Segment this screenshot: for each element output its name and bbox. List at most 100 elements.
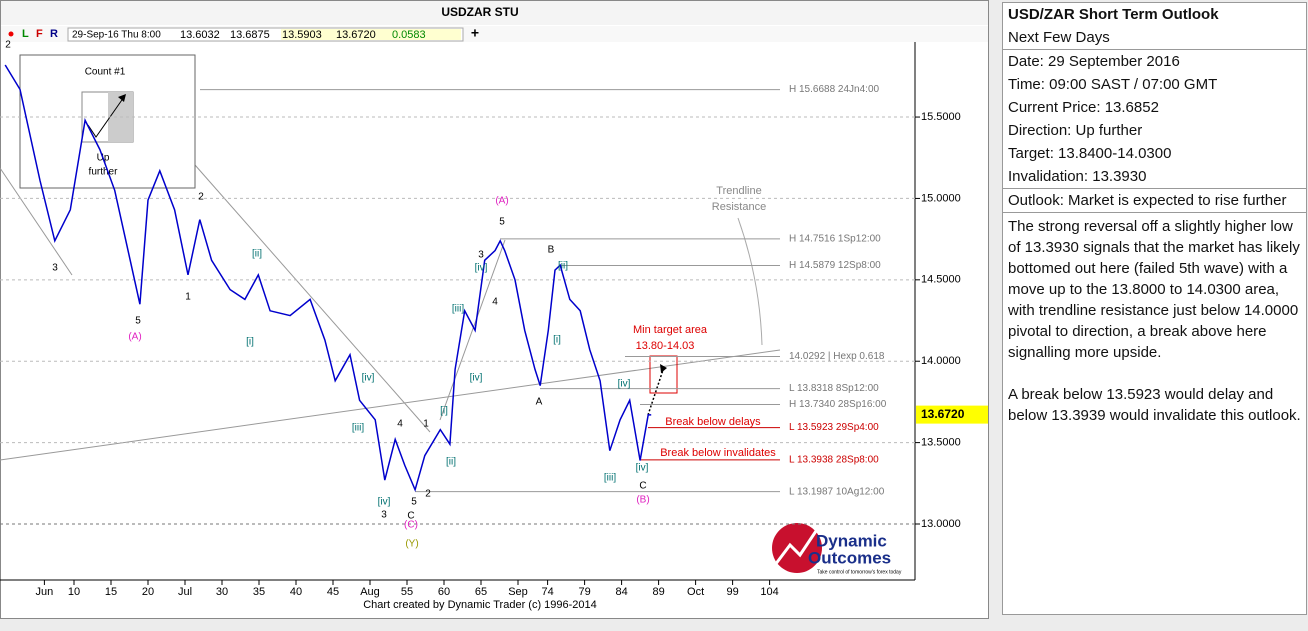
wave-label: (A) bbox=[495, 196, 508, 207]
wave-label: [i] bbox=[440, 406, 448, 417]
count-icon-check bbox=[87, 96, 125, 138]
logo-mark bbox=[773, 524, 822, 566]
level-label: L 13.5923 29Sp4:00 bbox=[789, 422, 879, 433]
logo-circle bbox=[772, 523, 822, 573]
level-label: H 14.7516 1Sp12:00 bbox=[789, 234, 881, 245]
level-label: H 14.5879 12Sp8:00 bbox=[789, 260, 881, 271]
x-tick-label: 15 bbox=[105, 586, 117, 598]
toolbar-close: 13.6720 bbox=[336, 29, 376, 41]
x-tick-label: 35 bbox=[253, 586, 265, 598]
wave-label: [ii] bbox=[446, 457, 456, 468]
x-tick-label: Jul bbox=[178, 586, 192, 598]
panel-line: Next Few Days bbox=[1008, 29, 1110, 46]
wave-label: 5 bbox=[411, 497, 417, 508]
panel-line: Current Price: 13.6852 bbox=[1008, 99, 1159, 116]
logo-tagline: Take control of tomorrow's forex today bbox=[817, 569, 902, 575]
x-tick-label: 10 bbox=[68, 586, 80, 598]
wave-label: 1 bbox=[423, 419, 429, 430]
wave-label: 3 bbox=[381, 510, 387, 521]
panel-line: Date: 29 September 2016 bbox=[1008, 53, 1180, 70]
count-icon-arrow bbox=[118, 94, 126, 102]
x-tick-label: 60 bbox=[438, 586, 450, 598]
annotation: Min target area bbox=[633, 324, 708, 336]
wave-label: (A) bbox=[128, 332, 141, 343]
level-label: L 13.3938 28Sp8:00 bbox=[789, 455, 879, 466]
x-tick-label: 89 bbox=[652, 586, 664, 598]
chart-title: USDZAR STU bbox=[441, 5, 518, 19]
toolbar-highlight bbox=[281, 29, 461, 40]
x-tick-label: 84 bbox=[615, 586, 627, 598]
toolbar-change: 0.0583 bbox=[392, 29, 426, 41]
price-line bbox=[4, 64, 652, 493]
x-tick-label: 45 bbox=[327, 586, 339, 598]
wave-label: [iv] bbox=[636, 463, 649, 474]
toolbar-plus[interactable]: + bbox=[471, 25, 479, 41]
panel-title: USD/ZAR Short Term Outlook bbox=[1008, 6, 1219, 23]
x-tick-label: 79 bbox=[578, 586, 590, 598]
wave-label: [iv] bbox=[618, 379, 631, 390]
y-tick-label: 14.5000 bbox=[921, 274, 961, 286]
wave-label: 3 bbox=[52, 263, 58, 274]
toolbar-letter: R bbox=[50, 28, 58, 40]
toolbar-open: 13.6032 bbox=[180, 29, 220, 41]
wave-label: [iv] bbox=[475, 263, 488, 274]
wave-label: (B) bbox=[636, 495, 649, 506]
panel-line: Time: 09:00 SAST / 07:00 GMT bbox=[1008, 76, 1218, 93]
annotation: Break below delays bbox=[665, 416, 761, 428]
wave-label: (C) bbox=[404, 520, 418, 531]
arrow-head bbox=[660, 364, 667, 373]
wave-label: [i] bbox=[246, 337, 254, 348]
wave-label: 2 bbox=[425, 489, 431, 500]
title-bar bbox=[1, 1, 988, 25]
wave-label: [iv] bbox=[362, 373, 375, 384]
panel-line: Direction: Up further bbox=[1008, 122, 1143, 139]
wave-label: B bbox=[548, 245, 555, 256]
toolbar-high: 13.6875 bbox=[230, 29, 270, 41]
count-title: Count #1 bbox=[85, 67, 126, 78]
trendline bbox=[0, 167, 73, 276]
wave-label: [iii] bbox=[352, 423, 364, 434]
plot: 13.0000 13.5000 14.0000 14.5000 15.0000 15.50… bbox=[0, 40, 988, 598]
annotation: Resistance bbox=[712, 201, 766, 213]
trendline bbox=[194, 164, 431, 433]
level-label: L 13.1987 10Ag12:00 bbox=[789, 486, 885, 497]
toolbar-dot bbox=[8, 31, 14, 37]
wave-label: 5 bbox=[135, 316, 141, 327]
panel-line: Invalidation: 13.3930 bbox=[1008, 168, 1147, 185]
count-line: further bbox=[89, 167, 119, 178]
wave-label: 4 bbox=[492, 297, 498, 308]
x-tick-label: 20 bbox=[142, 586, 154, 598]
y-tick-label: 15.5000 bbox=[921, 111, 961, 123]
panel-outlook: Outlook: Market is expected to rise furt… bbox=[1008, 192, 1287, 209]
outlook-panel: USD/ZAR Short Term Outlook Next Few Days… bbox=[1002, 2, 1307, 615]
toolbar-letter: F bbox=[36, 28, 43, 40]
level-label: L 13.8318 8Sp12:00 bbox=[789, 383, 879, 394]
wave-label: A bbox=[536, 397, 543, 408]
wave-label: [ii] bbox=[558, 261, 568, 272]
last-price-label: 13.6720 bbox=[921, 407, 965, 421]
logo-text: Dynamic bbox=[816, 531, 887, 550]
wave-label: [i] bbox=[553, 335, 561, 346]
wave-label: 3 bbox=[478, 250, 484, 261]
x-tick-label: Oct bbox=[687, 586, 704, 598]
wave-label: 1 bbox=[185, 292, 191, 303]
y-tick-label: 13.0000 bbox=[921, 518, 961, 530]
panel-line: Target: 13.8400-14.0300 bbox=[1008, 145, 1172, 162]
x-tick-label: 99 bbox=[726, 586, 738, 598]
wave-label: [ii] bbox=[252, 249, 262, 260]
y-tick-label: 14.0000 bbox=[921, 355, 961, 367]
wave-label: C bbox=[639, 481, 646, 492]
wave-label: [iii] bbox=[604, 473, 616, 484]
annotation-arrow bbox=[737, 217, 763, 346]
panel-paragraph: A break below 13.5923 would delay and be… bbox=[1008, 386, 1301, 424]
last-price-tag bbox=[916, 405, 988, 424]
trendline bbox=[439, 239, 506, 421]
y-tick-label: 13.5000 bbox=[921, 437, 961, 449]
x-tick-label: 30 bbox=[216, 586, 228, 598]
x-tick-label: 40 bbox=[290, 586, 302, 598]
wave-label: 2 bbox=[198, 192, 204, 203]
annotation: Trendline bbox=[716, 185, 761, 197]
annotation: 13.80-14.03 bbox=[636, 340, 695, 352]
chart: USDZAR STU L F R 29-Sep-16 Thu 8:00 13.6… bbox=[0, 0, 989, 619]
